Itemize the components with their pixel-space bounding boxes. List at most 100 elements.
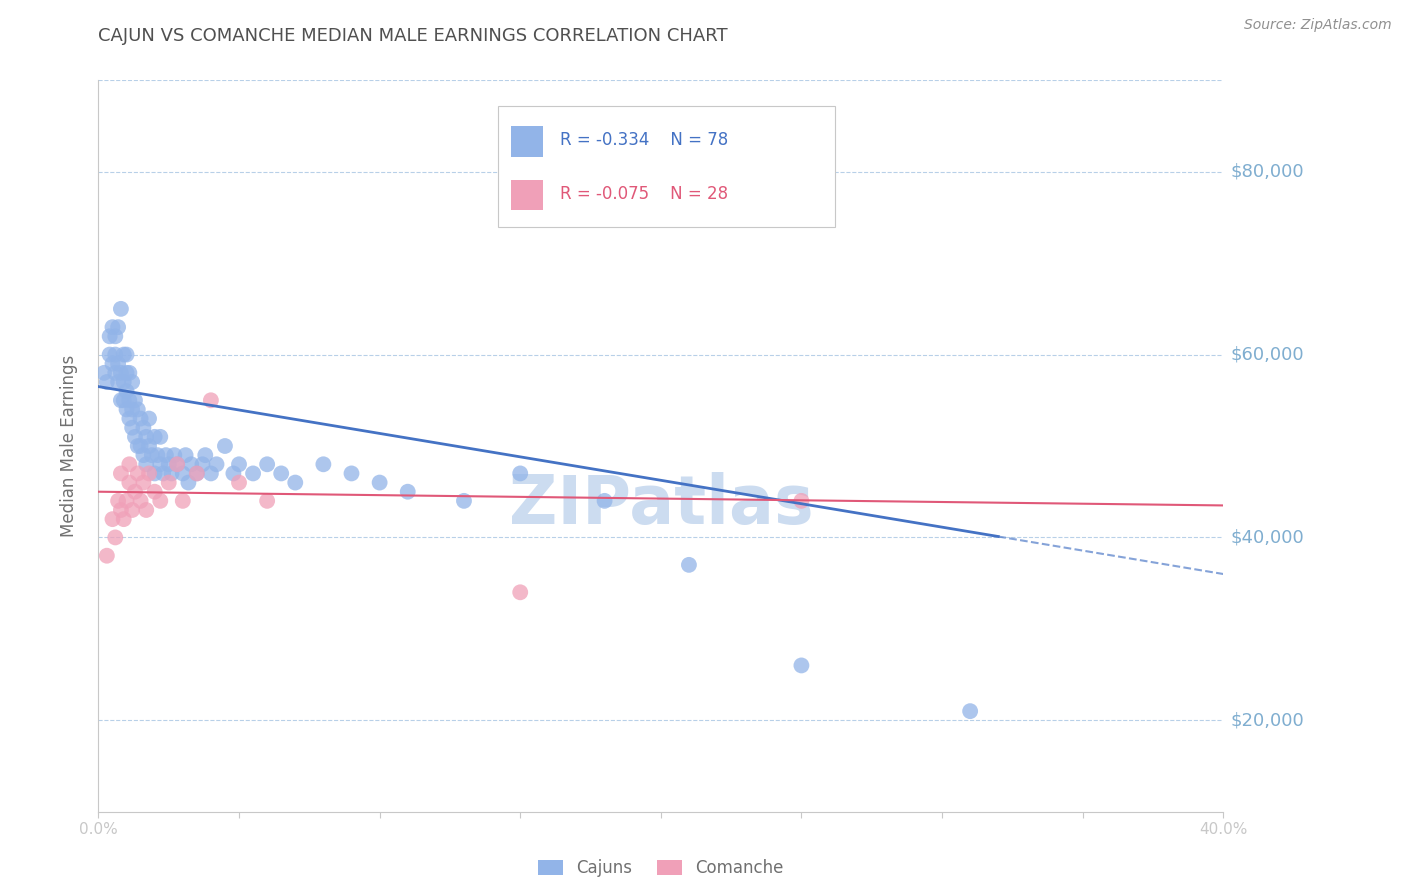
Point bbox=[155, 448, 177, 462]
Y-axis label: Median Male Earnings: Median Male Earnings bbox=[59, 355, 77, 537]
Point bbox=[110, 393, 132, 408]
Legend: Cajuns, Comanche: Cajuns, Comanche bbox=[531, 853, 790, 884]
Point bbox=[115, 366, 138, 380]
Point bbox=[186, 467, 208, 481]
Point bbox=[678, 558, 700, 572]
Point bbox=[124, 393, 146, 408]
Point bbox=[368, 475, 391, 490]
Point bbox=[115, 402, 138, 417]
Point bbox=[124, 484, 146, 499]
FancyBboxPatch shape bbox=[512, 127, 543, 157]
Point bbox=[110, 467, 132, 481]
Point bbox=[222, 467, 245, 481]
Point bbox=[141, 448, 163, 462]
Point bbox=[166, 457, 188, 471]
Point bbox=[104, 366, 127, 380]
Point bbox=[118, 457, 141, 471]
Point bbox=[124, 430, 146, 444]
Point bbox=[121, 375, 143, 389]
Point bbox=[312, 457, 335, 471]
Point bbox=[104, 329, 127, 343]
Point bbox=[115, 493, 138, 508]
Point bbox=[118, 366, 141, 380]
Point bbox=[110, 366, 132, 380]
Point bbox=[110, 301, 132, 316]
Point bbox=[132, 475, 155, 490]
Point bbox=[228, 475, 250, 490]
Point bbox=[96, 549, 118, 563]
Point bbox=[107, 493, 129, 508]
Point bbox=[790, 658, 813, 673]
Point bbox=[98, 329, 121, 343]
Point bbox=[115, 384, 138, 398]
Point bbox=[101, 357, 124, 371]
Point bbox=[132, 421, 155, 435]
Point bbox=[132, 448, 155, 462]
Text: Source: ZipAtlas.com: Source: ZipAtlas.com bbox=[1244, 18, 1392, 32]
Point bbox=[143, 430, 166, 444]
Point bbox=[163, 448, 186, 462]
Point bbox=[107, 357, 129, 371]
Point bbox=[129, 411, 152, 425]
Point bbox=[138, 467, 160, 481]
FancyBboxPatch shape bbox=[512, 180, 543, 211]
Point bbox=[138, 439, 160, 453]
Point bbox=[135, 430, 157, 444]
Point bbox=[959, 704, 981, 718]
Point bbox=[146, 448, 169, 462]
Text: R = -0.334    N = 78: R = -0.334 N = 78 bbox=[560, 131, 728, 149]
Text: $60,000: $60,000 bbox=[1230, 345, 1303, 364]
Point bbox=[172, 467, 194, 481]
Point bbox=[127, 402, 149, 417]
Point bbox=[256, 457, 278, 471]
Point bbox=[186, 467, 208, 481]
Point bbox=[174, 448, 197, 462]
Point bbox=[242, 467, 264, 481]
Point bbox=[143, 467, 166, 481]
Point bbox=[143, 484, 166, 499]
Point bbox=[110, 503, 132, 517]
Point bbox=[200, 467, 222, 481]
Point bbox=[172, 493, 194, 508]
Point bbox=[121, 503, 143, 517]
Point bbox=[453, 493, 475, 508]
Point bbox=[593, 493, 616, 508]
Point bbox=[115, 347, 138, 362]
Point bbox=[127, 467, 149, 481]
Point bbox=[121, 402, 143, 417]
Point bbox=[509, 467, 531, 481]
Point bbox=[121, 421, 143, 435]
Point bbox=[118, 475, 141, 490]
Point bbox=[160, 467, 183, 481]
Point bbox=[118, 411, 141, 425]
Point bbox=[135, 457, 157, 471]
Text: R = -0.075    N = 28: R = -0.075 N = 28 bbox=[560, 185, 728, 202]
FancyBboxPatch shape bbox=[498, 106, 835, 227]
Point bbox=[284, 475, 307, 490]
Point bbox=[138, 411, 160, 425]
Point bbox=[112, 375, 135, 389]
Point bbox=[149, 430, 172, 444]
Point bbox=[149, 493, 172, 508]
Point bbox=[270, 467, 292, 481]
Point bbox=[107, 320, 129, 334]
Point bbox=[104, 530, 127, 544]
Point bbox=[228, 457, 250, 471]
Point bbox=[112, 347, 135, 362]
Point bbox=[104, 347, 127, 362]
Point bbox=[166, 457, 188, 471]
Point bbox=[509, 585, 531, 599]
Point bbox=[118, 393, 141, 408]
Point bbox=[93, 366, 115, 380]
Point bbox=[790, 493, 813, 508]
Text: $80,000: $80,000 bbox=[1230, 162, 1303, 181]
Point bbox=[129, 439, 152, 453]
Point bbox=[180, 457, 202, 471]
Point bbox=[107, 375, 129, 389]
Point bbox=[194, 448, 217, 462]
Point bbox=[396, 484, 419, 499]
Point bbox=[101, 512, 124, 526]
Point bbox=[112, 512, 135, 526]
Point bbox=[191, 457, 214, 471]
Text: ZIPatlas: ZIPatlas bbox=[509, 472, 813, 538]
